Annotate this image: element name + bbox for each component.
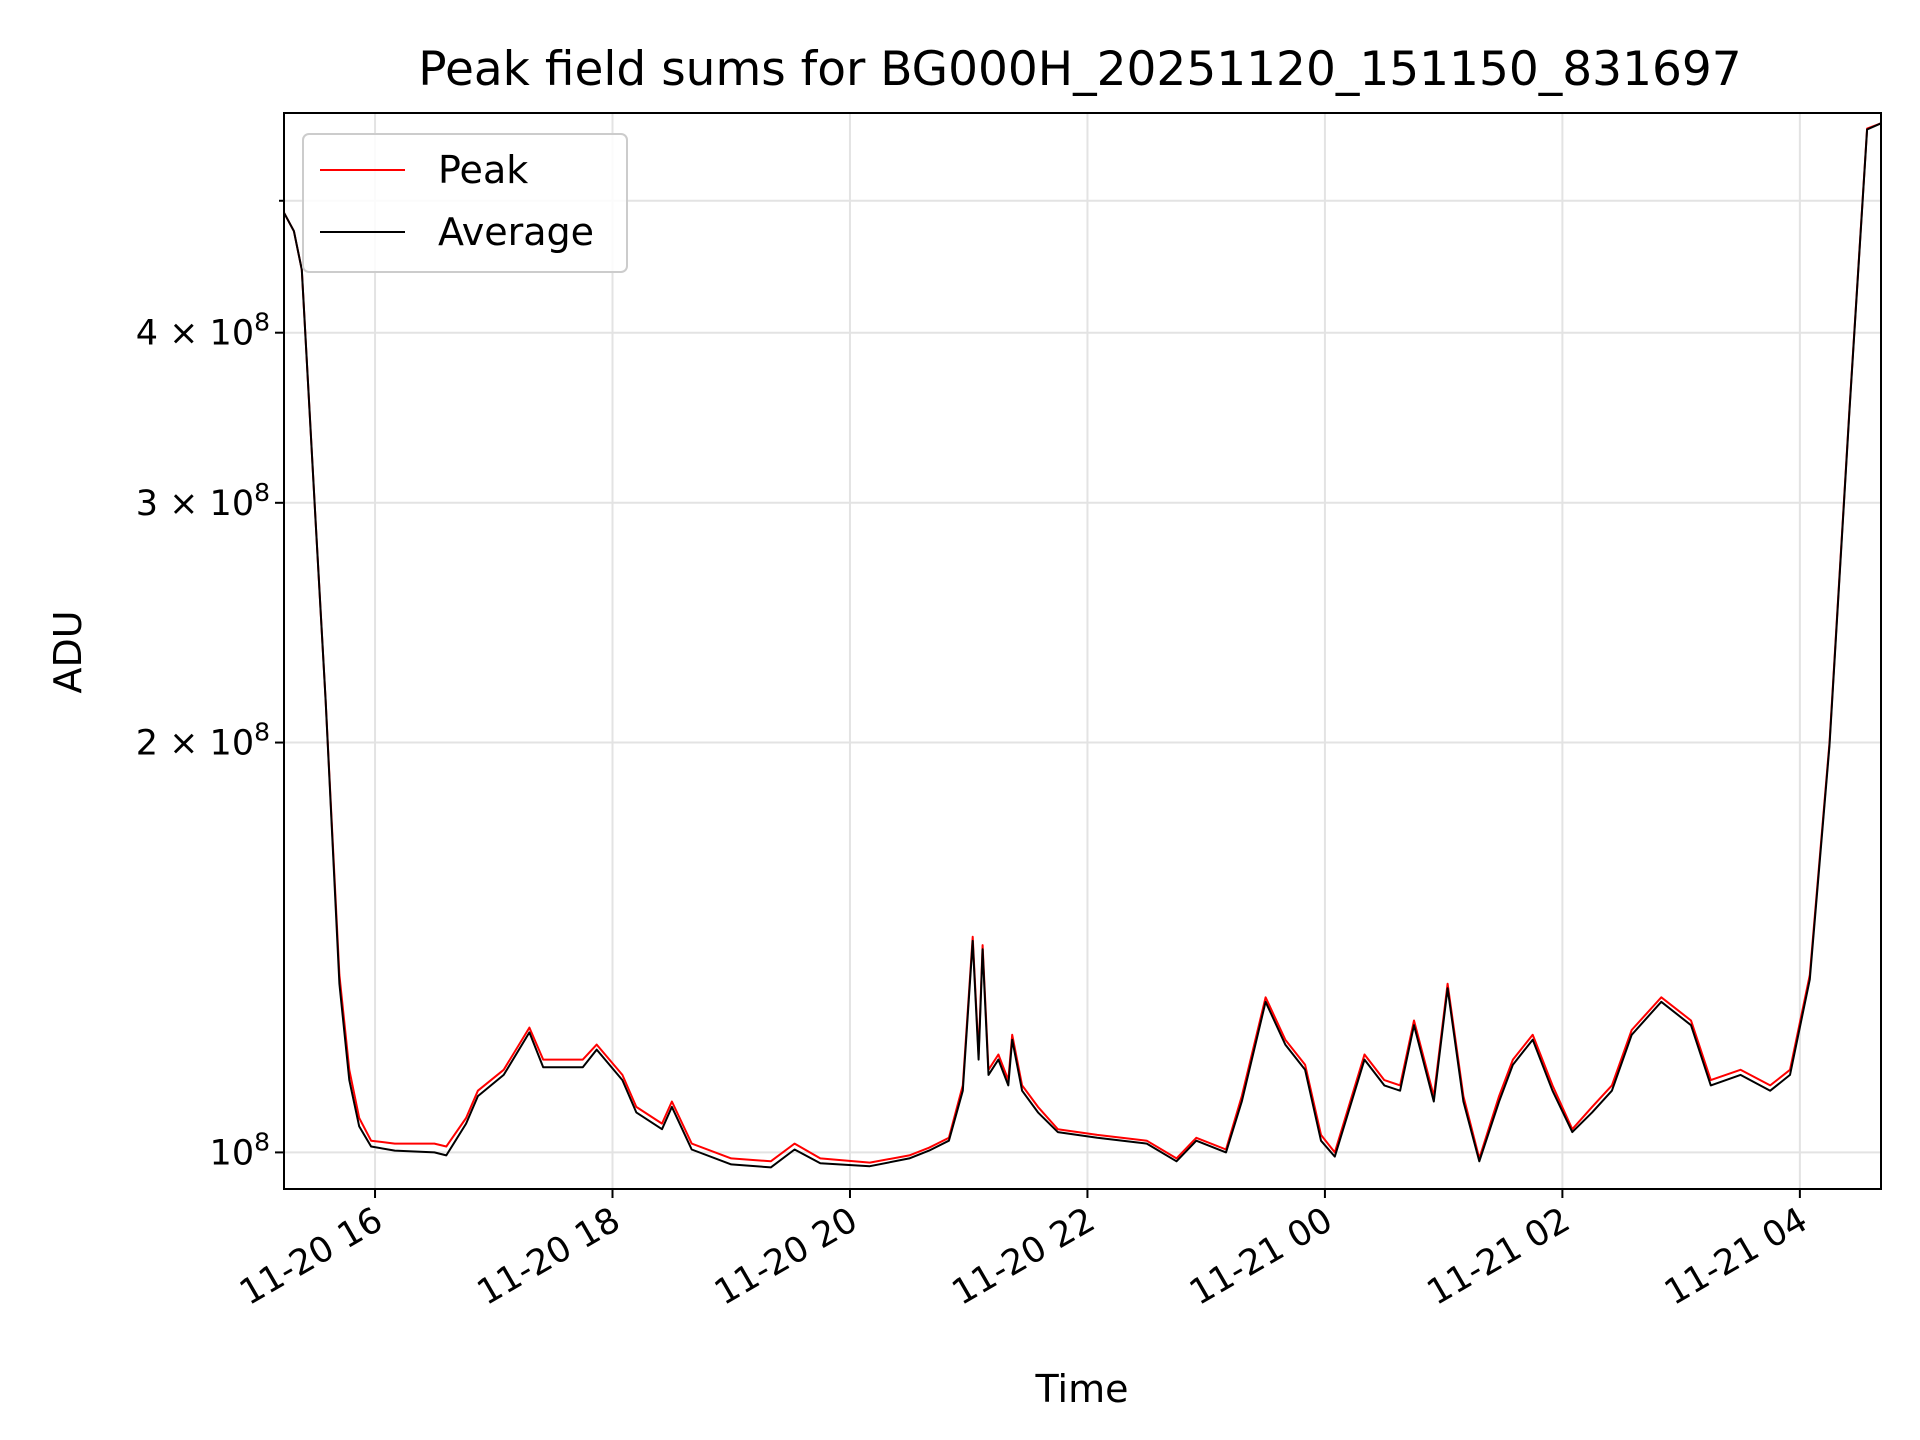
y-tick-label: 108 [210,1127,270,1173]
x-axis-label: Time [1035,1367,1129,1411]
legend: Peak Average [302,133,628,273]
y-tick-label: 2 × 108 [136,718,270,764]
chart-title: Peak field sums for BG000H_20251120_1511… [418,42,1741,97]
plot-frame [283,112,1882,1190]
y-tick-label: 4 × 108 [136,308,270,354]
series-lines [283,122,1882,1169]
y-tick-label: 3 × 108 [136,478,270,524]
y-axis-label: ADU [46,610,90,693]
y-axis: 108 2 × 108 3 × 108 4 × 108 [136,199,284,1173]
series-line-peak [283,122,1882,1164]
legend-label-peak: Peak [438,148,528,192]
legend-box [302,133,628,273]
series-line-average [283,122,1882,1169]
legend-label-average: Average [438,210,594,254]
